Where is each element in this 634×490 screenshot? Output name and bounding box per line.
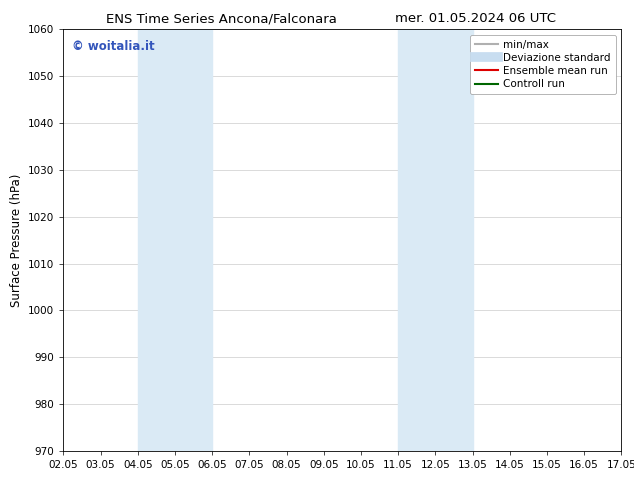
Bar	[138, 29, 212, 451]
Text: ENS Time Series Ancona/Falconara: ENS Time Series Ancona/Falconara	[107, 12, 337, 25]
Text: mer. 01.05.2024 06 UTC: mer. 01.05.2024 06 UTC	[395, 12, 556, 25]
Y-axis label: Surface Pressure (hPa): Surface Pressure (hPa)	[10, 173, 23, 307]
Legend: min/max, Deviazione standard, Ensemble mean run, Controll run: min/max, Deviazione standard, Ensemble m…	[470, 35, 616, 95]
Text: © woitalia.it: © woitalia.it	[72, 40, 155, 53]
Bar	[398, 29, 472, 451]
